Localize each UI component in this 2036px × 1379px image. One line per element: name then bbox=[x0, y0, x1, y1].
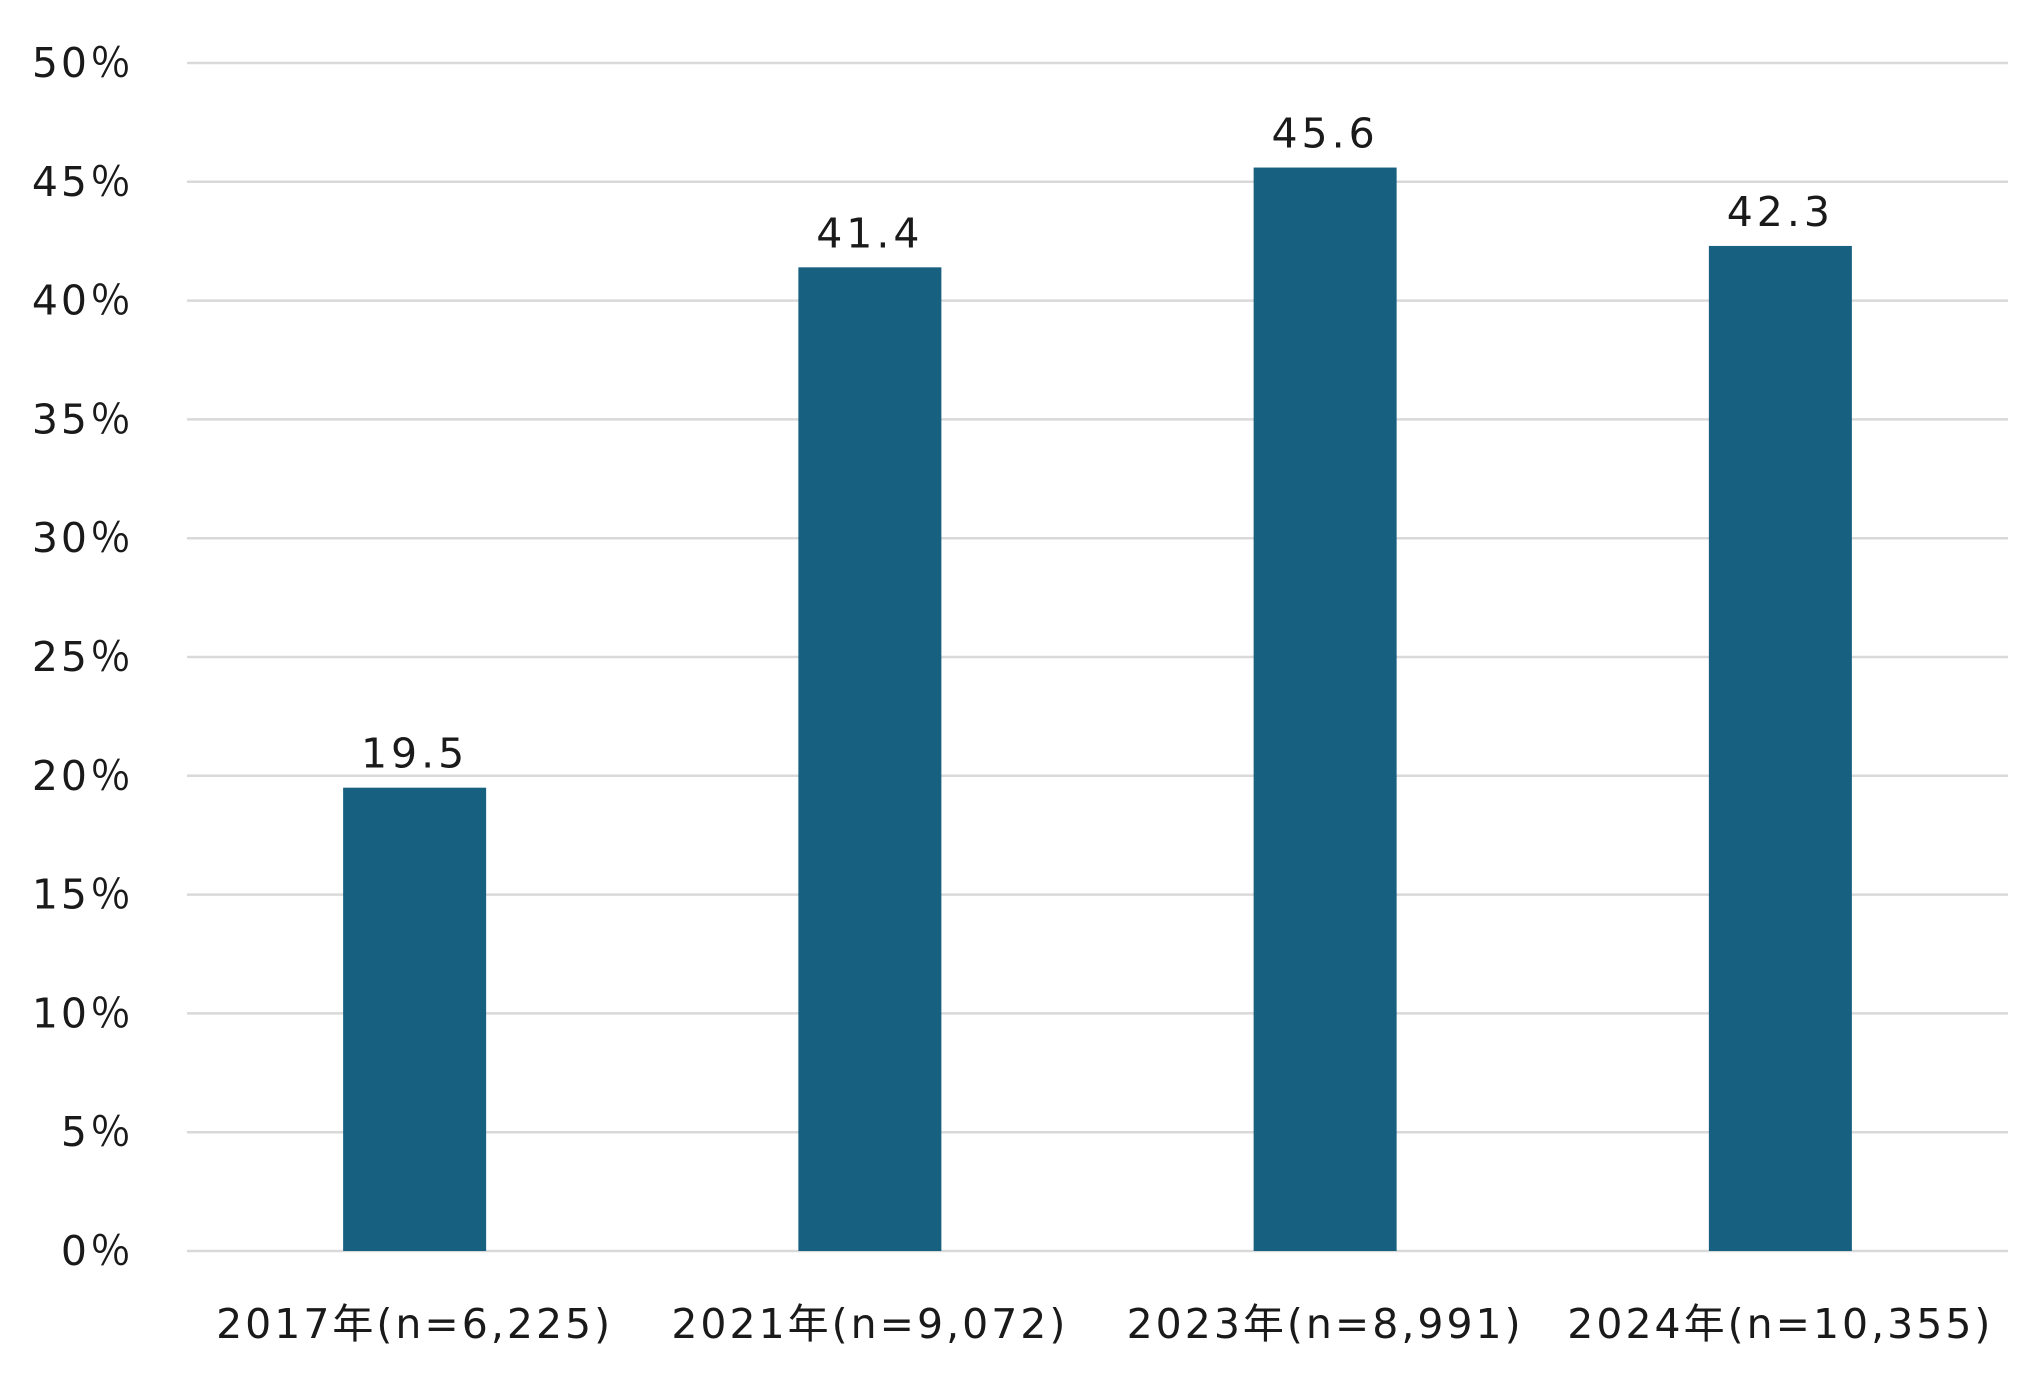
y-tick-label: 5％ bbox=[61, 1108, 134, 1156]
bar bbox=[1708, 245, 1852, 1251]
bar bbox=[798, 267, 942, 1251]
y-tick-label: 35％ bbox=[32, 395, 134, 443]
data-labels: 19.5 41.4 45.6 42.3 bbox=[361, 110, 1834, 778]
y-tick-label: 10％ bbox=[32, 989, 134, 1037]
x-category-label: 2023年(n=8,991) bbox=[1127, 1300, 1524, 1348]
y-tick-label: 45％ bbox=[32, 158, 134, 206]
y-tick-label: 15％ bbox=[32, 871, 134, 919]
y-tick-label: 40％ bbox=[32, 277, 134, 325]
data-label: 41.4 bbox=[816, 209, 923, 257]
y-tick-label: 20％ bbox=[32, 752, 134, 800]
gridlines bbox=[187, 61, 2008, 1253]
y-tick-label: 30％ bbox=[32, 514, 134, 562]
bar bbox=[343, 787, 487, 1251]
y-axis-ticks: 0％ 5％ 10％ 15％ 20％ 25％ 30％ 35％ 40％ 45％ 50％ bbox=[32, 39, 134, 1275]
data-label: 45.6 bbox=[1271, 110, 1378, 158]
x-axis-categories: 2017年(n=6,225) 2021年(n=9,072) 2023年(n=8,99… bbox=[216, 1300, 1993, 1348]
x-category-label: 2024年(n=10,355) bbox=[1567, 1300, 1993, 1348]
x-category-label: 2017年(n=6,225) bbox=[216, 1300, 613, 1348]
x-category-label: 2021年(n=9,072) bbox=[671, 1300, 1068, 1348]
y-tick-label: 50％ bbox=[32, 39, 134, 87]
data-label: 19.5 bbox=[361, 730, 468, 778]
bars bbox=[343, 167, 1852, 1252]
data-label: 42.3 bbox=[1727, 188, 1834, 236]
y-tick-label: 0％ bbox=[61, 1227, 134, 1275]
y-tick-label: 25％ bbox=[32, 633, 134, 681]
bar bbox=[1253, 167, 1397, 1252]
